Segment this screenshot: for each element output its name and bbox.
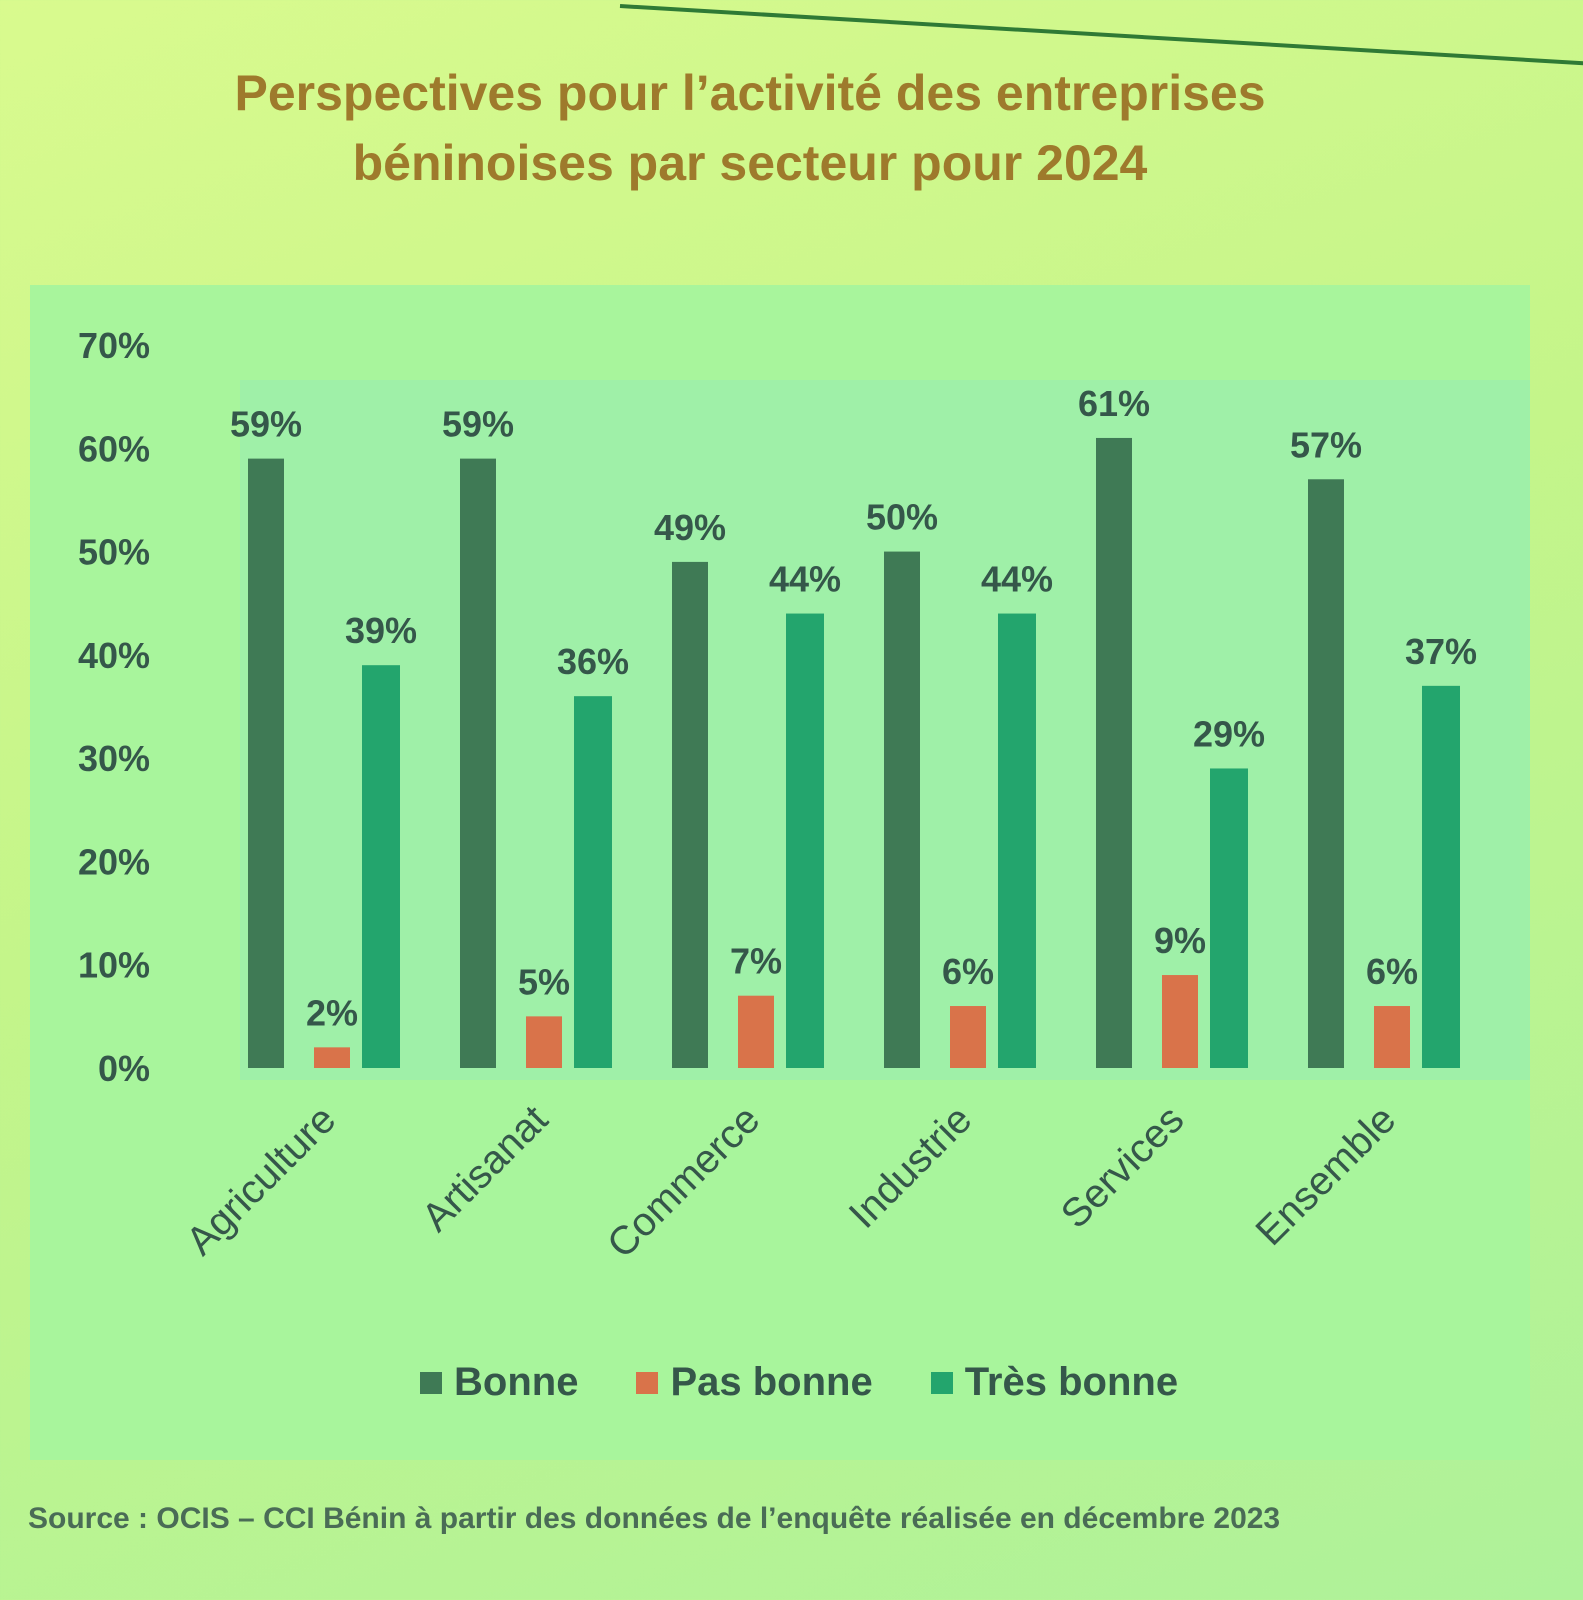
- data-label-tres-bonne: 36%: [557, 641, 629, 682]
- category-label: Commerce: [599, 1097, 768, 1266]
- data-label-bonne: 50%: [866, 497, 938, 538]
- data-label-pas-bonne: 2%: [306, 992, 358, 1033]
- category-label: Services: [1053, 1097, 1193, 1237]
- y-tick-label: 0%: [98, 1048, 150, 1089]
- bar-tres-bonne: [786, 613, 824, 1068]
- bar-tres-bonne: [1210, 768, 1248, 1068]
- legend-swatch-pas-bonne: [636, 1371, 659, 1394]
- source-note: Source : OCIS – CCI Bénin à partir des d…: [28, 1502, 1281, 1535]
- y-tick-label: 30%: [78, 738, 150, 779]
- data-label-tres-bonne: 44%: [981, 559, 1053, 600]
- legend: Bonne Pas bonne Très bonne: [420, 1360, 1178, 1405]
- category-labels: Agriculture Artisanat Commerce Industrie Ser…: [178, 1097, 1404, 1266]
- legend-item-bonne: Bonne: [420, 1360, 578, 1405]
- category-label: Ensemble: [1247, 1097, 1404, 1254]
- legend-swatch-bonne: [420, 1371, 442, 1394]
- bar-pas-bonne: [950, 1006, 986, 1068]
- data-label-pas-bonne: 5%: [518, 961, 570, 1002]
- data-label-tres-bonne: 37%: [1405, 631, 1477, 672]
- data-label-pas-bonne: 6%: [942, 951, 994, 992]
- legend-item-pas-bonne: Pas bonne: [636, 1360, 873, 1405]
- data-label-tres-bonne: 44%: [769, 559, 841, 600]
- bar-pas-bonne: [738, 995, 774, 1068]
- y-tick-label: 40%: [78, 635, 150, 676]
- data-label-tres-bonne: 39%: [345, 610, 417, 651]
- data-label-pas-bonne: 6%: [1366, 951, 1418, 992]
- legend-swatch-tres-bonne: [930, 1371, 953, 1394]
- y-axis-ticks: 0% 10% 20% 30% 40% 50% 60% 70%: [78, 325, 150, 1089]
- bar-bonne: [1308, 479, 1344, 1068]
- data-label-bonne: 61%: [1078, 383, 1150, 424]
- y-tick-label: 20%: [78, 841, 150, 882]
- bar-bonne: [248, 458, 284, 1069]
- bar-tres-bonne: [998, 613, 1036, 1068]
- bar-bonne: [672, 561, 708, 1068]
- category-label: Artisanat: [414, 1097, 557, 1240]
- category-label: Agriculture: [178, 1097, 344, 1263]
- data-label-bonne: 59%: [442, 404, 514, 445]
- y-tick-label: 70%: [78, 325, 150, 366]
- chart-title-line-1: Perspectives pour l’activité des entrepr…: [234, 65, 1266, 121]
- bar-pas-bonne: [1162, 975, 1198, 1068]
- legend-item-tres-bonne: Très bonne: [930, 1360, 1179, 1405]
- chart-title: Perspectives pour l’activité des entrepr…: [80, 58, 1420, 198]
- data-label-bonne: 59%: [230, 404, 302, 445]
- bars: [248, 437, 1460, 1069]
- bar-pas-bonne: [314, 1047, 350, 1068]
- bar-pas-bonne: [1374, 1006, 1410, 1068]
- data-labels: 59% 2% 39% 59% 5% 36% 49% 7% 44% 50% 6% 44% 61% 9% 29%…: [230, 383, 1477, 1033]
- category-label: Industrie: [841, 1097, 981, 1237]
- data-label-pas-bonne: 9%: [1154, 920, 1206, 961]
- y-tick-label: 50%: [78, 532, 150, 573]
- data-label-pas-bonne: 7%: [730, 941, 782, 982]
- bar-tres-bonne: [1422, 685, 1460, 1068]
- legend-label-tres-bonne: Très bonne: [964, 1360, 1179, 1404]
- bar-tres-bonne: [362, 665, 400, 1068]
- legend-label-pas-bonne: Pas bonne: [670, 1360, 873, 1404]
- legend-label-bonne: Bonne: [454, 1360, 579, 1404]
- y-tick-label: 10%: [78, 945, 150, 986]
- data-label-bonne: 49%: [654, 507, 726, 548]
- chart-title-line-2: béninoises par secteur pour 2024: [352, 135, 1148, 191]
- bar-tres-bonne: [574, 696, 612, 1068]
- bar-bonne: [884, 551, 920, 1068]
- y-tick-label: 60%: [78, 428, 150, 469]
- bar-pas-bonne: [526, 1016, 562, 1068]
- bar-bonne: [460, 458, 496, 1069]
- data-label-bonne: 57%: [1290, 424, 1362, 465]
- data-label-tres-bonne: 29%: [1193, 713, 1265, 754]
- bar-bonne: [1096, 437, 1132, 1068]
